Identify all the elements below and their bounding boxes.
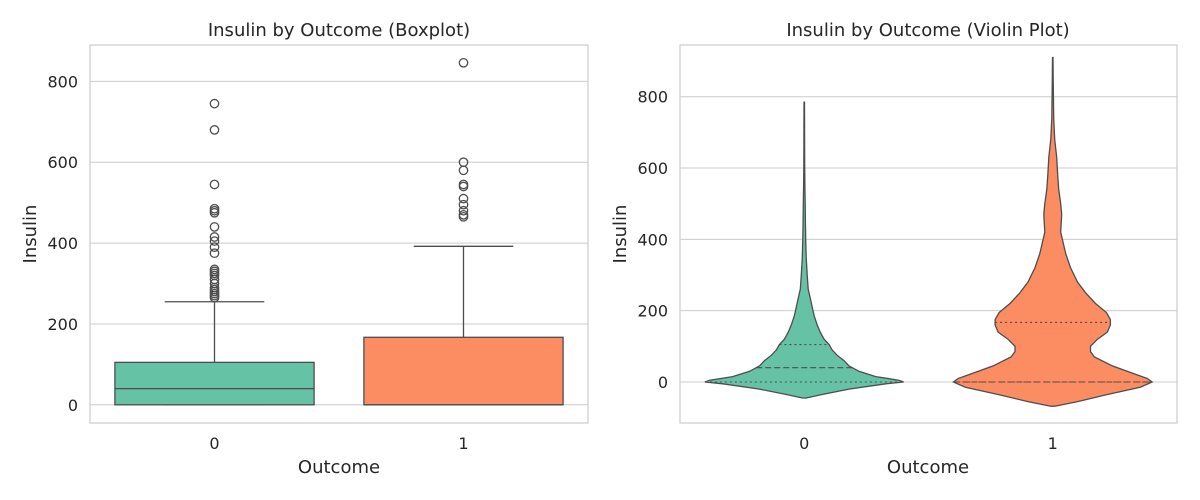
violin-y-tick-label: 400 bbox=[637, 230, 668, 249]
violin-plot-frame bbox=[679, 44, 1178, 424]
outlier-point bbox=[458, 209, 469, 220]
violin-y-tick-label: 200 bbox=[637, 302, 668, 321]
violin-x-axis-label: Outcome bbox=[887, 457, 969, 478]
boxplot-x-tick-label: 0 bbox=[209, 434, 219, 453]
outlier-point bbox=[209, 264, 220, 275]
violin-body bbox=[704, 101, 904, 399]
outlier-point bbox=[458, 193, 469, 204]
boxplot-x-axis-label: Outcome bbox=[298, 457, 380, 478]
violin-x-tick-label: 0 bbox=[799, 434, 809, 453]
outlier-point bbox=[209, 242, 220, 252]
outlier-point bbox=[458, 179, 469, 190]
violin-title: Insulin by Outcome (Violin Plot) bbox=[786, 20, 1069, 41]
boxplot-plot-frame bbox=[89, 44, 589, 424]
boxplot-y-ticks: 0 200 400 600 800 bbox=[47, 72, 78, 414]
outlier-point bbox=[458, 205, 469, 216]
outlier-point bbox=[209, 125, 220, 135]
outlier-point bbox=[209, 98, 220, 109]
boxplot-title: Insulin by Outcome (Boxplot) bbox=[208, 20, 470, 41]
outlier-point bbox=[209, 222, 220, 232]
outlier-point bbox=[458, 165, 469, 176]
boxplot-y-tick-label: 600 bbox=[47, 153, 78, 172]
violin-y-tick-label: 800 bbox=[637, 88, 668, 107]
boxplot-y-tick-label: 400 bbox=[47, 234, 78, 253]
boxplot-y-tick-label: 0 bbox=[68, 396, 78, 415]
outlier-point bbox=[209, 248, 220, 259]
violin-group-1 bbox=[952, 56, 1154, 407]
box bbox=[114, 361, 315, 406]
outlier-point bbox=[209, 203, 220, 214]
boxplot-y-tick-label: 800 bbox=[47, 72, 78, 91]
violin-y-axis-label: Insulin bbox=[610, 205, 631, 264]
outlier-point bbox=[209, 232, 220, 242]
outlier-point bbox=[209, 236, 220, 246]
boxplot-y-axis-label: Insulin bbox=[20, 205, 41, 264]
boxplot-group-1 bbox=[363, 57, 564, 406]
violin-group-0 bbox=[704, 101, 904, 399]
violin-y-tick-label: 0 bbox=[658, 373, 668, 392]
outlier-point bbox=[209, 179, 220, 190]
outlier-point bbox=[458, 57, 469, 68]
boxplot-group-0 bbox=[114, 98, 315, 406]
boxplot-panel: Insulin by Outcome (Boxplot) Outcome Ins… bbox=[20, 20, 589, 478]
outlier-point bbox=[458, 157, 469, 168]
violin-y-tick-label: 600 bbox=[637, 159, 668, 178]
violin-panel: Insulin by Outcome (Violin Plot) Outcome… bbox=[610, 20, 1178, 478]
violin-y-ticks: 0 200 400 600 800 bbox=[637, 88, 668, 392]
outlier-point bbox=[458, 199, 469, 210]
violin-body bbox=[952, 56, 1154, 407]
boxplot-x-tick-label: 1 bbox=[458, 434, 468, 453]
box bbox=[363, 336, 564, 406]
violin-gridlines bbox=[680, 96, 1177, 383]
boxplot-y-tick-label: 200 bbox=[47, 315, 78, 334]
violin-x-tick-label: 1 bbox=[1048, 434, 1058, 453]
